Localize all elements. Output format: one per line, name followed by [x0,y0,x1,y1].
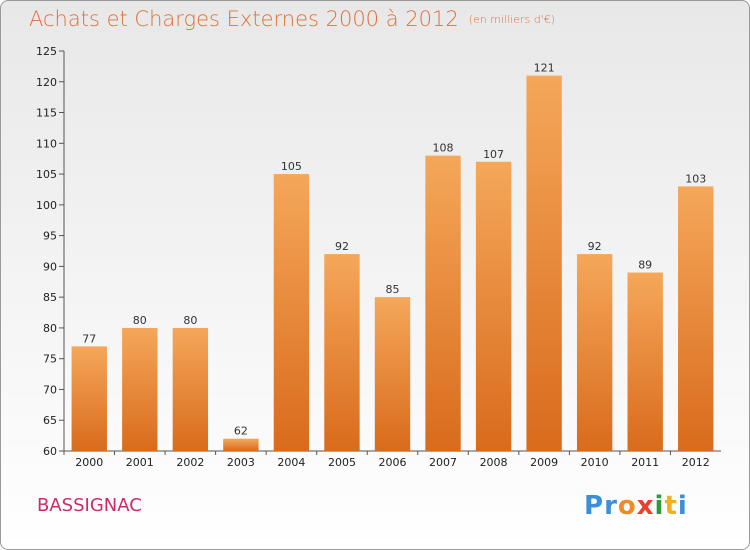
bar [122,327,158,451]
logo-letter: r [604,491,618,521]
y-tick-label: 90 [43,260,57,273]
bar [172,327,209,451]
bar-value-label: 89 [638,259,652,272]
bar-value-label: 92 [335,240,349,253]
bars [71,75,714,452]
bar [475,161,512,451]
bar-value-label: 107 [483,148,504,161]
x-tick-label: 2009 [530,456,558,469]
bar [678,186,714,451]
x-tick-label: 2007 [429,456,457,469]
value-labels: 77 80 80 62 105 92 85 108 107 121 92 89 103 [82,62,706,438]
logo-letter: P [584,491,605,521]
y-tick-label: 105 [36,168,57,181]
x-tick-label: 2006 [379,456,407,469]
y-tick-label: 110 [36,137,57,150]
x-tick-label: 2011 [631,456,659,469]
y-tick-label: 65 [43,414,57,427]
x-tick-label: 2003 [227,456,255,469]
x-tick-label: 2004 [277,456,305,469]
bar [425,155,461,451]
y-tick-label: 125 [36,45,57,58]
bar [576,254,613,451]
bar-value-label: 62 [234,425,248,438]
commune-name: BASSIGNAC [37,495,142,516]
bar [273,174,310,452]
bar-value-label: 77 [82,332,96,345]
bar [627,272,663,451]
bar [374,297,411,451]
title-text: Achats et Charges Externes 2000 à 2012 [29,7,459,31]
x-tick-label: 2008 [480,456,508,469]
bar-value-label: 80 [183,314,197,327]
logo-letter: i [654,491,665,521]
y-tick-label: 120 [36,76,57,89]
y-tick-label: 80 [43,322,57,335]
bar-value-label: 92 [588,240,602,253]
bar [223,438,259,451]
x-tick-label: 2005 [328,456,356,469]
bar-value-label: 80 [133,314,147,327]
bar-value-label: 108 [433,142,454,155]
bar [324,254,360,451]
logo-letter: i [677,491,688,521]
y-tick-label: 85 [43,291,57,304]
y-tick-label: 115 [36,107,57,120]
bar-value-label: 85 [386,283,400,296]
y-tick-label: 95 [43,230,57,243]
bar-value-label: 103 [685,172,706,185]
bar [526,75,562,451]
x-tick-label: 2001 [126,456,154,469]
y-tick-label: 100 [36,199,57,212]
x-tick-label: 2010 [581,456,609,469]
bar [71,346,107,451]
axes: 60 65 70 75 80 85 90 95 100 105 110 115 120 125 2000 20… [36,45,721,469]
y-tick-label: 60 [43,445,57,458]
y-tick-label: 75 [43,353,57,366]
y-tick-label: 70 [43,383,57,396]
bar-value-label: 121 [534,62,555,75]
chart-title: Achats et Charges Externes 2000 à 2012 (e… [29,7,555,31]
x-tick-label: 2012 [682,456,710,469]
x-tick-label: 2000 [75,456,103,469]
x-tick-label: 2002 [176,456,204,469]
logo-letter: x [636,491,655,521]
unit-label: (en milliers d'€) [468,13,555,26]
bar-value-label: 105 [281,160,302,173]
proxiti-logo: Proxiti [584,491,688,521]
logo-letter: t [664,491,678,521]
logo-letter: o [617,491,637,521]
